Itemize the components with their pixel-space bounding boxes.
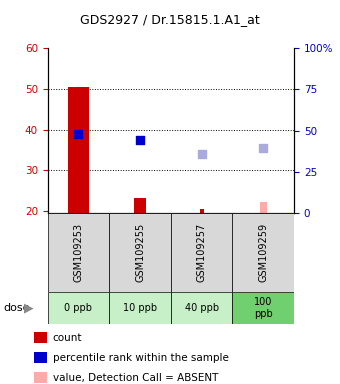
Text: GSM109255: GSM109255 — [135, 223, 145, 282]
Point — [76, 131, 81, 137]
Point — [260, 145, 266, 151]
Text: GSM109257: GSM109257 — [197, 223, 207, 282]
Text: GDS2927 / Dr.15815.1.A1_at: GDS2927 / Dr.15815.1.A1_at — [80, 13, 260, 26]
Point — [137, 137, 143, 143]
Bar — [200, 209, 204, 213]
Bar — [48, 292, 109, 324]
Bar — [171, 292, 233, 324]
Bar — [233, 213, 294, 292]
Text: count: count — [53, 333, 82, 343]
Text: value, Detection Call = ABSENT: value, Detection Call = ABSENT — [53, 373, 218, 383]
Bar — [233, 292, 294, 324]
Bar — [135, 198, 146, 213]
Text: 10 ppb: 10 ppb — [123, 303, 157, 313]
Bar — [48, 213, 109, 292]
Text: GSM109259: GSM109259 — [258, 223, 268, 282]
Bar — [260, 202, 267, 213]
Bar — [68, 87, 89, 213]
Point — [199, 151, 204, 157]
Text: GSM109253: GSM109253 — [73, 223, 83, 282]
Text: 0 ppb: 0 ppb — [64, 303, 92, 313]
Text: ▶: ▶ — [24, 302, 34, 314]
Text: percentile rank within the sample: percentile rank within the sample — [53, 353, 228, 363]
Text: dose: dose — [3, 303, 30, 313]
Bar — [109, 292, 171, 324]
Bar — [171, 213, 233, 292]
Text: 100
ppb: 100 ppb — [254, 297, 273, 319]
Bar — [109, 213, 171, 292]
Text: 40 ppb: 40 ppb — [185, 303, 219, 313]
